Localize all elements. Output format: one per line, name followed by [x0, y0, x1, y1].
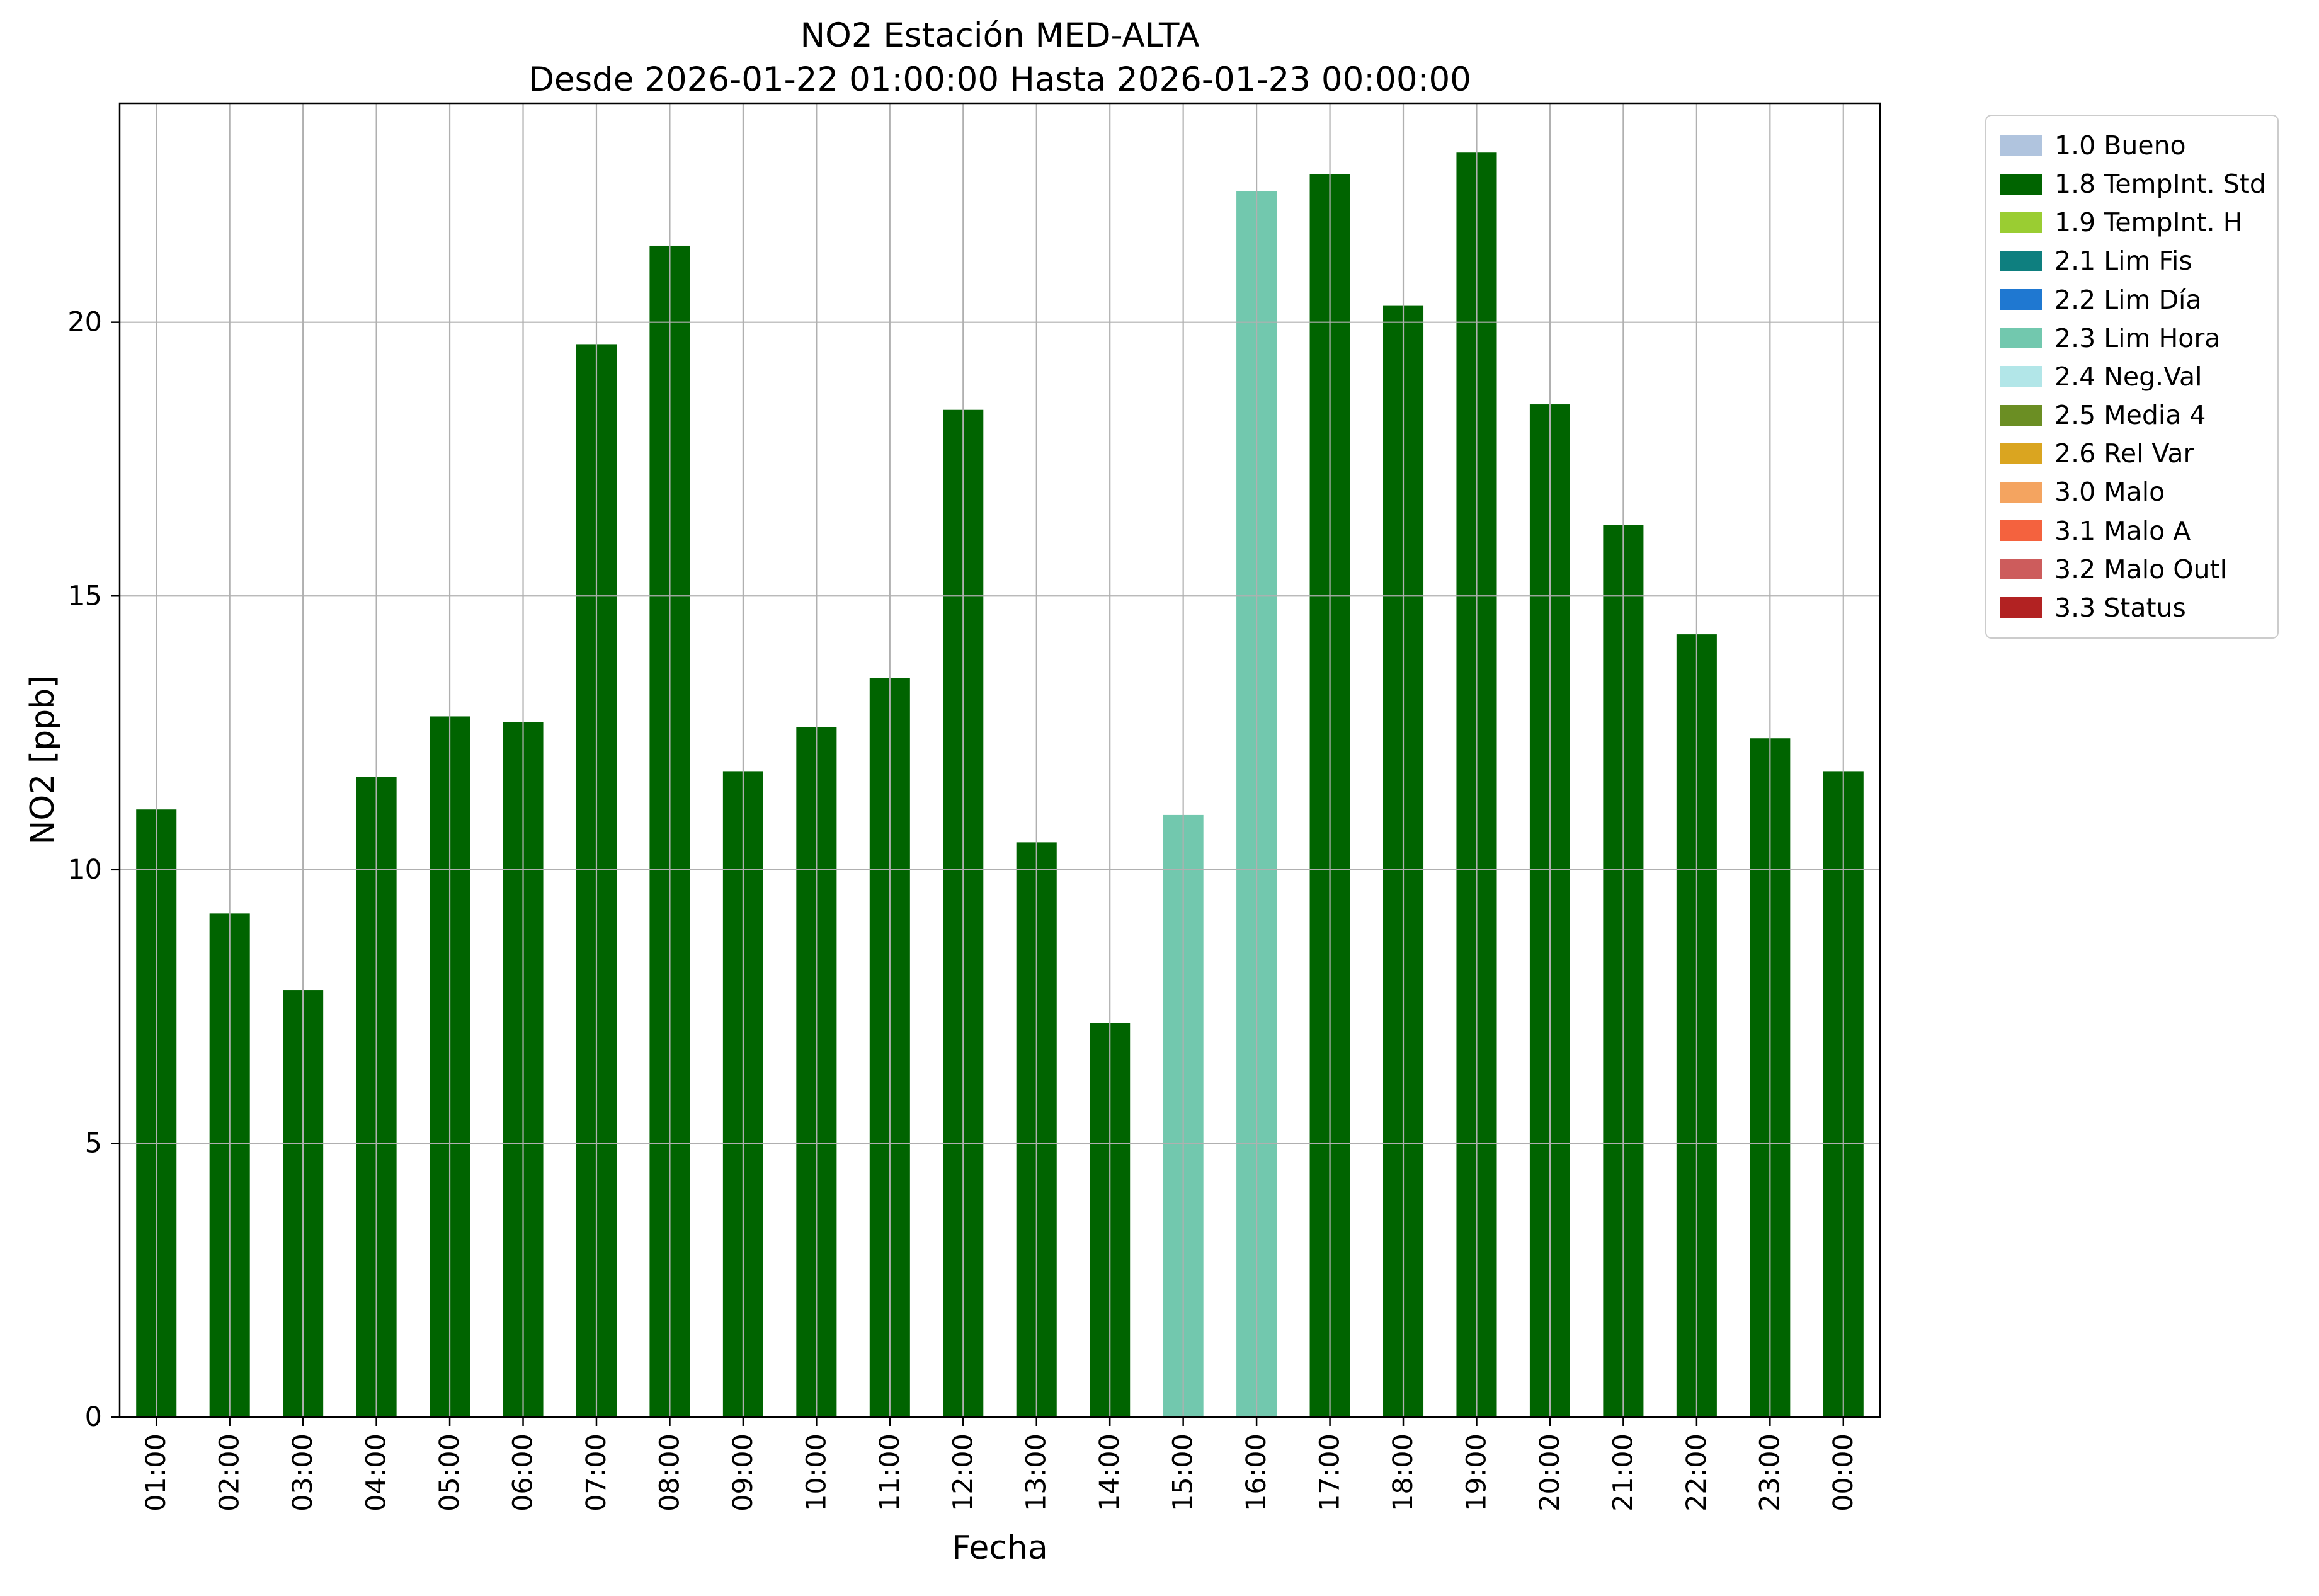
legend-swatch-3.1: [2000, 520, 2042, 542]
y-tick-label-15: 15: [67, 580, 102, 612]
legend-swatch-2.1: [2000, 250, 2042, 271]
x-tick-label-20-00: 20:00: [1534, 1434, 1566, 1512]
legend-swatch-1.8: [2000, 173, 2042, 195]
x-tick-label-15-00: 15:00: [1168, 1434, 1199, 1512]
legend-entry-3.1: 3.1 Malo A: [2000, 513, 2264, 549]
plot-border: [118, 102, 1881, 1418]
x-tick-label-17-00: 17:00: [1314, 1434, 1346, 1512]
legend-label-2.6: 2.6 Rel Var: [2054, 438, 2194, 469]
legend-entry-2.6: 2.6 Rel Var: [2000, 435, 2264, 472]
legend-label-3.2: 3.2 Malo Outl: [2054, 554, 2227, 584]
legend-label-2.2: 2.2 Lim Día: [2054, 284, 2202, 315]
legend-label-2.1: 2.1 Lim Fis: [2054, 246, 2192, 276]
legend-swatch-3.0: [2000, 481, 2042, 503]
y-tick-label-0: 0: [85, 1401, 102, 1433]
legend-entry-1.8: 1.8 TempInt. Std: [2000, 166, 2266, 202]
legend-swatch-1.0: [2000, 135, 2042, 156]
legend-swatch-2.2: [2000, 289, 2042, 311]
x-tick-label-05-00: 05:00: [434, 1434, 465, 1512]
chart-title: NO2 Estación MED-ALTA: [800, 16, 1200, 55]
y-tick-label-10: 10: [67, 854, 102, 886]
legend: 1.0 Bueno 1.8 TempInt. Std 1.9 TempInt. H 2…: [1985, 115, 2279, 639]
legend-label-2.4: 2.4 Neg.Val: [2054, 361, 2202, 392]
chart-subtitle: Desde 2026-01-22 01:00:00 Hasta 2026-01-…: [528, 60, 1471, 99]
legend-swatch-2.5: [2000, 404, 2042, 426]
legend-label-1.8: 1.8 TempInt. Std: [2054, 169, 2266, 200]
x-tick-label-06-00: 06:00: [508, 1434, 539, 1512]
x-tick-label-04-00: 04:00: [361, 1434, 392, 1512]
x-tick-label-10-00: 10:00: [801, 1434, 832, 1512]
y-tick-label-20: 20: [67, 307, 102, 338]
legend-label-3.1: 3.1 Malo A: [2054, 515, 2191, 546]
legend-label-1.0: 1.0 Bueno: [2054, 130, 2186, 161]
legend-label-2.5: 2.5 Media 4: [2054, 400, 2206, 431]
x-tick-label-01-00: 01:00: [140, 1434, 172, 1512]
x-tick-label-09-00: 09:00: [727, 1434, 759, 1512]
x-tick-label-16-00: 16:00: [1241, 1434, 1272, 1512]
legend-swatch-1.9: [2000, 212, 2042, 233]
x-tick-label-00-00: 00:00: [1828, 1434, 1859, 1512]
legend-swatch-3.2: [2000, 559, 2042, 580]
y-tick-label-5: 5: [85, 1127, 102, 1159]
x-tick-label-23-00: 23:00: [1754, 1434, 1786, 1512]
legend-swatch-2.4: [2000, 366, 2042, 387]
legend-entry-2.3: 2.3 Lim Hora: [2000, 320, 2264, 356]
legend-entry-1.9: 1.9 TempInt. H: [2000, 204, 2264, 241]
legend-swatch-2.3: [2000, 328, 2042, 349]
legend-entry-3.3: 3.3 Status: [2000, 590, 2264, 626]
x-tick-label-07-00: 07:00: [581, 1434, 612, 1512]
x-tick-label-14-00: 14:00: [1094, 1434, 1125, 1512]
x-tick-label-19-00: 19:00: [1461, 1434, 1492, 1512]
x-tick-label-13-00: 13:00: [1021, 1434, 1052, 1512]
x-tick-label-02-00: 02:00: [214, 1434, 246, 1512]
legend-swatch-3.3: [2000, 597, 2042, 618]
x-tick-label-22-00: 22:00: [1681, 1434, 1712, 1512]
x-tick-label-12-00: 12:00: [947, 1434, 979, 1512]
legend-entry-2.2: 2.2 Lim Día: [2000, 282, 2264, 318]
x-axis-label: Fecha: [952, 1529, 1048, 1567]
legend-swatch-2.6: [2000, 443, 2042, 464]
legend-label-3.0: 3.0 Malo: [2054, 477, 2165, 508]
legend-entry-2.1: 2.1 Lim Fis: [2000, 242, 2264, 279]
legend-entry-3.0: 3.0 Malo: [2000, 474, 2264, 510]
legend-entry-2.5: 2.5 Media 4: [2000, 397, 2264, 433]
x-tick-label-03-00: 03:00: [287, 1434, 319, 1512]
legend-label-3.3: 3.3 Status: [2054, 592, 2186, 623]
x-tick-label-08-00: 08:00: [654, 1434, 685, 1512]
x-tick-label-11-00: 11:00: [874, 1434, 906, 1512]
legend-label-2.3: 2.3 Lim Hora: [2054, 322, 2221, 353]
legend-entry-2.4: 2.4 Neg.Val: [2000, 358, 2264, 395]
x-tick-label-18-00: 18:00: [1387, 1434, 1419, 1512]
x-tick-label-21-00: 21:00: [1607, 1434, 1639, 1512]
legend-entry-1.0: 1.0 Bueno: [2000, 127, 2264, 164]
legend-entry-3.2: 3.2 Malo Outl: [2000, 551, 2264, 588]
legend-label-1.9: 1.9 TempInt. H: [2054, 207, 2243, 238]
